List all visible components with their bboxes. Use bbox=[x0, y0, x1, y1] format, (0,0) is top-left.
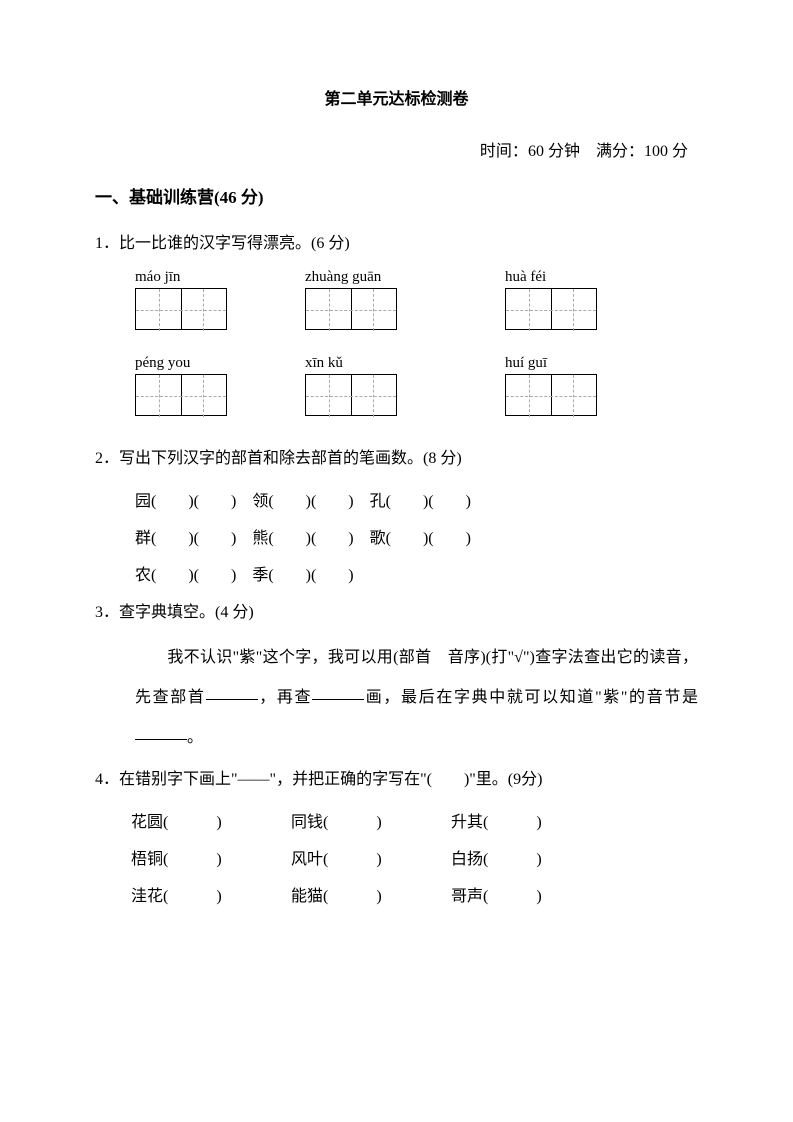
q3-part3: ，再查 bbox=[258, 689, 313, 706]
q2-row: 群( )( ) 熊( )( ) 歌( )( ) bbox=[135, 521, 698, 558]
document-title: 第二单元达标检测卷 bbox=[95, 85, 698, 109]
fullscore-value: 100 分 bbox=[644, 143, 688, 160]
checkmark-icon: √ bbox=[514, 649, 523, 666]
pinyin-label: máo jīn bbox=[135, 269, 305, 286]
q1-text: 比一比谁的汉字写得漂亮。(6 分) bbox=[119, 235, 350, 252]
q3-part5: 。 bbox=[187, 729, 203, 746]
pinyin-label: péng you bbox=[135, 355, 305, 372]
q4-item: 哥声( ) bbox=[451, 879, 611, 916]
q2-text: 写出下列汉字的部首和除去部首的笔画数。(8 分) bbox=[119, 450, 462, 467]
question-3: 3．查字典填空。(4 分) bbox=[95, 595, 698, 630]
question-1: 1．比一比谁的汉字写得漂亮。(6 分) bbox=[95, 226, 698, 261]
exam-meta: 时间：60 分钟 满分：100 分 bbox=[95, 137, 698, 161]
q3-part4: 画，最后在字典中就可以知道"紫"的音节是 bbox=[364, 689, 698, 706]
fill-blank[interactable] bbox=[135, 724, 187, 740]
q3-body: 我不认识"紫"这个字，我可以用(部首 音序)(打"√")查字法查出它的读音，先查… bbox=[135, 638, 698, 758]
q3-text: 查字典填空。(4 分) bbox=[119, 604, 254, 621]
writing-box[interactable] bbox=[505, 374, 597, 416]
q4-item: 白扬( ) bbox=[451, 842, 611, 879]
q4-item: 同钱( ) bbox=[291, 805, 451, 842]
pinyin-label: zhuàng guān bbox=[305, 269, 505, 286]
pinyin-label: xīn kǔ bbox=[305, 355, 505, 372]
q4-number: 4． bbox=[95, 771, 119, 788]
writing-box[interactable] bbox=[135, 288, 227, 330]
pinyin-label: huí guī bbox=[505, 355, 675, 372]
q1-box-row-1 bbox=[135, 288, 698, 335]
time-value: 60 分钟 bbox=[528, 143, 580, 160]
q4-item: 能猫( ) bbox=[291, 879, 451, 916]
question-4: 4．在错别字下画上"——"，并把正确的字写在"( )"里。(9分) bbox=[95, 762, 698, 797]
writing-box[interactable] bbox=[305, 374, 397, 416]
writing-box[interactable] bbox=[305, 288, 397, 330]
q2-number: 2． bbox=[95, 450, 119, 467]
fill-blank[interactable] bbox=[206, 684, 258, 700]
pinyin-label: huà féi bbox=[505, 269, 675, 286]
writing-box[interactable] bbox=[135, 374, 227, 416]
q2-row: 园( )( ) 领( )( ) 孔( )( ) bbox=[135, 484, 698, 521]
q1-pinyin-row-1: máo jīn zhuàng guān huà féi bbox=[135, 269, 698, 286]
writing-box[interactable] bbox=[505, 288, 597, 330]
section-1-header: 一、基础训练营(46 分) bbox=[95, 183, 698, 208]
q4-item: 花圆( ) bbox=[131, 805, 291, 842]
q1-box-row-2 bbox=[135, 374, 698, 421]
q4-item: 梧铜( ) bbox=[131, 842, 291, 879]
q4-row: 梧铜( )风叶( )白扬( ) bbox=[131, 842, 698, 879]
q4-item: 风叶( ) bbox=[291, 842, 451, 879]
q3-part1: 我不认识"紫"这个字，我可以用(部首 音序)(打" bbox=[167, 649, 514, 666]
q3-number: 3． bbox=[95, 604, 119, 621]
q4-row: 花圆( )同钱( )升其( ) bbox=[131, 805, 698, 842]
time-label: 时间： bbox=[480, 143, 528, 160]
fill-blank[interactable] bbox=[312, 684, 364, 700]
question-2: 2．写出下列汉字的部首和除去部首的笔画数。(8 分) bbox=[95, 441, 698, 476]
q4-item: 洼花( ) bbox=[131, 879, 291, 916]
q1-pinyin-row-2: péng you xīn kǔ huí guī bbox=[135, 355, 698, 372]
q4-item: 升其( ) bbox=[451, 805, 611, 842]
q4-row: 洼花( )能猫( )哥声( ) bbox=[131, 879, 698, 916]
q4-text: 在错别字下画上"——"，并把正确的字写在"( )"里。(9分) bbox=[119, 771, 542, 788]
fullscore-label: 满分： bbox=[596, 143, 644, 160]
q2-row: 农( )( ) 季( )( ) bbox=[135, 558, 698, 595]
q1-number: 1． bbox=[95, 235, 119, 252]
